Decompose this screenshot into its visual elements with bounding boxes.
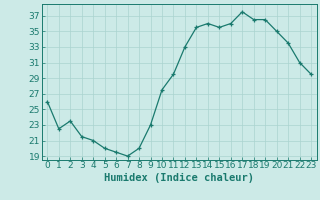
X-axis label: Humidex (Indice chaleur): Humidex (Indice chaleur)	[104, 173, 254, 183]
